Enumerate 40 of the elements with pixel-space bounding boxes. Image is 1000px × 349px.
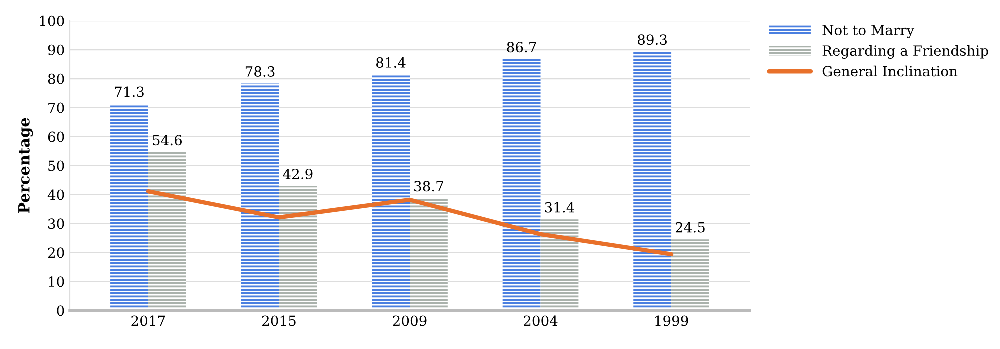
y-tick-label: 80 (48, 74, 64, 84)
x-tick-label: 2004 (524, 316, 558, 326)
bar (634, 52, 672, 311)
data-label: 24.5 (676, 222, 705, 233)
data-label: 31.4 (545, 202, 574, 213)
data-label: 78.3 (246, 66, 275, 77)
bar (410, 198, 448, 311)
data-label: 89.3 (638, 34, 668, 46)
y-tick-label: 60 (48, 132, 64, 142)
x-tick-label: 1999 (656, 316, 688, 326)
data-label: 54.6 (153, 135, 182, 146)
bar (110, 104, 148, 311)
data-label: 42.9 (283, 168, 313, 180)
y-tick-label: 40 (48, 190, 64, 200)
x-tick-label: 2009 (393, 316, 427, 326)
bar (372, 74, 410, 311)
x-tick-label: 2017 (132, 316, 166, 326)
bar (241, 84, 280, 311)
bar (279, 186, 318, 311)
y-tick-label: 100 (40, 16, 64, 26)
y-tick-label: 70 (48, 102, 64, 114)
data-label: 71.3 (115, 86, 144, 98)
data-label: 86.7 (507, 42, 536, 53)
y-tick-label: 50 (48, 160, 64, 172)
x-tick-label: 2015 (262, 316, 296, 326)
bar (540, 220, 579, 311)
y-tick-label: 10 (49, 276, 64, 288)
bar (502, 59, 541, 311)
y-tick-label: 20 (48, 248, 64, 258)
y-tick-label: 90 (48, 44, 64, 56)
bar (672, 240, 710, 311)
legend-label: General Inclination (822, 66, 958, 77)
data-label: 38.7 (414, 181, 444, 192)
y-tick-label: 30 (48, 218, 64, 230)
legend-label: Not to Marry (822, 25, 915, 38)
y-axis-title: Percentage (18, 118, 34, 214)
y-tick-label: 0 (57, 306, 64, 316)
legend-label: Regarding a Friendship (822, 45, 988, 59)
bar (148, 152, 186, 311)
data-label: 81.4 (376, 57, 406, 68)
